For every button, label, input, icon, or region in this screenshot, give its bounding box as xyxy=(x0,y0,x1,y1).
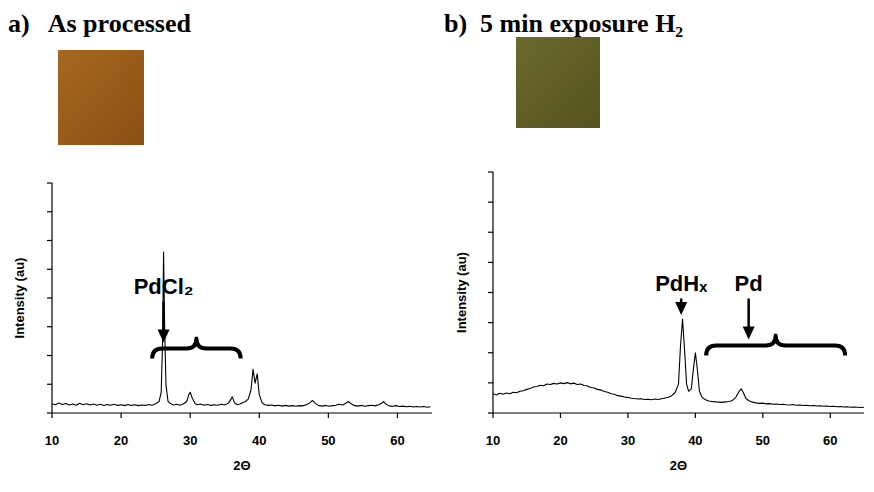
x-tick xyxy=(695,413,696,418)
y-axis-title: Intensity (au) xyxy=(454,252,469,333)
panel-title: b) 5 min exposure H₂ xyxy=(444,9,683,38)
x-tick xyxy=(328,413,329,418)
arrow xyxy=(158,302,170,343)
x-tick xyxy=(259,413,260,418)
y-tick xyxy=(488,292,493,293)
y-tick xyxy=(488,232,493,233)
x-axis-title: 2Θ xyxy=(670,458,687,473)
x-tick xyxy=(830,413,831,418)
x-tick-label: 60 xyxy=(823,433,837,448)
arrow xyxy=(675,299,687,315)
x-tick-label: 20 xyxy=(553,433,567,448)
sample-photo xyxy=(58,50,144,145)
x-tick-label: 40 xyxy=(688,433,702,448)
y-tick xyxy=(47,326,52,327)
annotation: PdHₓ xyxy=(655,271,708,296)
y-tick xyxy=(47,297,52,298)
panel: b) 5 min exposure H₂ 10 20 30 40 50 60 2Θ Intens… xyxy=(444,9,864,473)
x-tick xyxy=(492,413,493,418)
x-tick xyxy=(627,413,628,418)
arrow xyxy=(743,299,755,340)
y-tick xyxy=(47,412,52,413)
xrd-pattern xyxy=(493,319,864,407)
brace xyxy=(706,336,845,356)
x-tick xyxy=(397,413,398,418)
y-tick xyxy=(47,211,52,212)
x-tick-label: 60 xyxy=(390,433,404,448)
x-tick-label: 50 xyxy=(321,433,335,448)
arrow-head xyxy=(158,330,170,343)
x-tick-label: 30 xyxy=(621,433,635,448)
sample-photo xyxy=(516,37,600,128)
y-tick xyxy=(488,171,493,172)
x-tick-label: 50 xyxy=(756,433,770,448)
x-axis-title: 2Θ xyxy=(233,458,250,473)
arrow-head xyxy=(743,327,755,340)
y-tick xyxy=(47,240,52,241)
y-tick xyxy=(488,202,493,203)
figure: a) As processed 10 20 30 40 50 60 2Θ Intensity (… xyxy=(0,0,874,492)
y-tick xyxy=(47,384,52,385)
plot-area xyxy=(493,319,864,407)
annotation: Pd xyxy=(735,271,763,296)
plot-area xyxy=(52,252,431,407)
y-tick xyxy=(488,322,493,323)
xrd-pattern xyxy=(52,252,431,407)
brace xyxy=(152,339,240,359)
x-tick-label: 10 xyxy=(486,433,500,448)
annotation: PdCl₂ xyxy=(134,274,194,299)
x-tick-label: 30 xyxy=(183,433,197,448)
panel-title: a) As processed xyxy=(8,9,192,38)
arrow-head xyxy=(675,302,687,315)
x-axis xyxy=(493,412,864,413)
y-tick xyxy=(488,262,493,263)
x-tick xyxy=(762,413,763,418)
x-axis xyxy=(52,412,432,413)
x-tick xyxy=(190,413,191,418)
y-tick xyxy=(47,182,52,183)
y-tick xyxy=(47,355,52,356)
x-tick-label: 40 xyxy=(252,433,266,448)
x-tick-label: 10 xyxy=(45,433,59,448)
y-tick xyxy=(488,382,493,383)
y-axis-title: Intensity (au) xyxy=(12,258,27,339)
x-tick xyxy=(560,413,561,418)
y-tick xyxy=(488,412,493,413)
arrow-shaft xyxy=(747,299,750,329)
y-tick xyxy=(47,269,52,270)
panel: a) As processed 10 20 30 40 50 60 2Θ Intensity (… xyxy=(8,9,432,473)
x-tick xyxy=(51,413,52,418)
x-tick-label: 20 xyxy=(114,433,128,448)
y-tick xyxy=(488,352,493,353)
arrow-shaft xyxy=(162,302,165,332)
x-tick xyxy=(120,413,121,418)
